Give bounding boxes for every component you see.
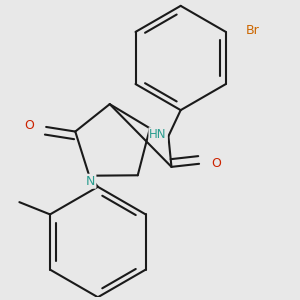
Text: O: O — [211, 157, 221, 170]
Text: N: N — [86, 175, 95, 188]
Text: HN: HN — [149, 128, 167, 141]
Text: O: O — [24, 119, 34, 132]
Text: Br: Br — [246, 24, 260, 37]
